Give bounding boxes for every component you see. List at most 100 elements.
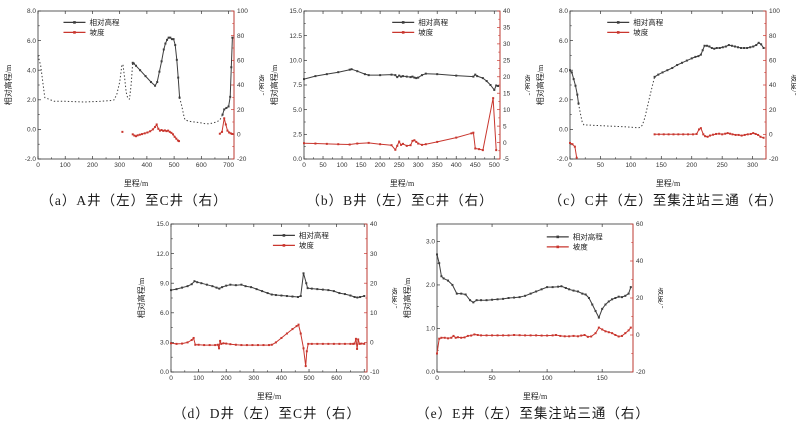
svg-text:150: 150 xyxy=(656,162,667,169)
svg-text:300: 300 xyxy=(248,375,259,382)
svg-text:4.0: 4.0 xyxy=(559,67,568,74)
svg-text:300: 300 xyxy=(413,162,424,169)
chart-e: 0 50 100 150 0.0 1.0 2.0 3.0 -20 0 20 40 60 里程/m 相对高程/… xyxy=(400,213,666,426)
svg-text:400: 400 xyxy=(451,162,462,169)
chart-row-bottom: 0 100 200 300 400 500 600 700 0.0 3.0 6.0 9.0 12.0 15… xyxy=(0,213,800,426)
svg-text:500: 500 xyxy=(304,375,315,382)
svg-text:0.0: 0.0 xyxy=(426,369,435,376)
svg-text:100: 100 xyxy=(337,162,348,169)
svg-text:100: 100 xyxy=(60,162,71,169)
svg-text:600: 600 xyxy=(331,375,342,382)
chart-a: 0 100 200 300 400 500 600 700 -2.0 0.0 2.0 4.0 6.0 8.… xyxy=(1,0,267,213)
svg-text:8.0: 8.0 xyxy=(559,8,568,15)
svg-text:相对高程/m: 相对高程/m xyxy=(137,277,146,318)
svg-text:相对高程: 相对高程 xyxy=(418,17,448,27)
svg-text:15: 15 xyxy=(503,90,511,97)
chart-b: 0 50 100 150 200 250 300 350 400 450 500 0.0 2.5 5.0 7… xyxy=(267,0,533,213)
svg-text:相对高程: 相对高程 xyxy=(299,230,329,240)
chart-d-canvas: 0 100 200 300 400 500 600 7000.03.06.09.012.015… xyxy=(137,221,397,401)
chart-d-caption: （d）D井（左）至C井（右） xyxy=(172,406,361,421)
svg-text:15.0: 15.0 xyxy=(289,8,302,15)
svg-text:0: 0 xyxy=(302,162,306,169)
svg-text:50: 50 xyxy=(488,375,496,382)
svg-text:相对高程: 相对高程 xyxy=(573,231,603,241)
svg-text:6.0: 6.0 xyxy=(27,38,36,45)
svg-text:80: 80 xyxy=(769,33,777,40)
svg-text:相对高程/m: 相对高程/m xyxy=(270,64,279,105)
svg-text:0: 0 xyxy=(636,332,640,339)
svg-text:坡度/°: 坡度/° xyxy=(258,74,264,95)
svg-text:2.0: 2.0 xyxy=(27,97,36,104)
svg-text:坡度: 坡度 xyxy=(633,27,648,37)
svg-text:10: 10 xyxy=(503,107,511,114)
svg-text:150: 150 xyxy=(597,375,608,382)
svg-text:坡度/°: 坡度/° xyxy=(391,287,397,308)
svg-text:0.0: 0.0 xyxy=(559,127,568,134)
svg-text:200: 200 xyxy=(375,162,386,169)
svg-text:100: 100 xyxy=(237,8,248,15)
svg-text:7.5: 7.5 xyxy=(293,82,302,89)
svg-text:450: 450 xyxy=(470,162,481,169)
svg-text:700: 700 xyxy=(223,162,234,169)
svg-text:250: 250 xyxy=(717,162,728,169)
svg-text:里程/m: 里程/m xyxy=(523,392,548,401)
svg-text:60: 60 xyxy=(769,58,777,65)
svg-text:-10: -10 xyxy=(370,369,380,376)
svg-text:0: 0 xyxy=(568,162,572,169)
svg-text:25: 25 xyxy=(503,58,511,65)
svg-text:-20: -20 xyxy=(237,156,247,163)
svg-text:60: 60 xyxy=(636,221,644,228)
svg-text:20: 20 xyxy=(237,107,245,114)
svg-text:坡度: 坡度 xyxy=(573,241,588,251)
svg-text:40: 40 xyxy=(370,221,378,228)
svg-text:-20: -20 xyxy=(769,156,779,163)
svg-text:-2.0: -2.0 xyxy=(557,156,569,163)
chart-b-caption: （b）B井（左）至C井（右） xyxy=(306,193,494,208)
chart-b-canvas: 0 50 100 150 200 250 300 350 400 450 5000.02.55.07… xyxy=(270,8,530,188)
chart-c: 0 50 100 150 200 250 300 -2.0 0.0 2.0 4.0 6.0 8.0 -20… xyxy=(533,0,799,213)
svg-text:0: 0 xyxy=(769,132,773,139)
svg-text:3.0: 3.0 xyxy=(160,340,169,347)
chart-c-caption: （c）C井（左）至集注站三通（右） xyxy=(548,193,784,208)
svg-text:20: 20 xyxy=(370,280,378,287)
svg-text:15.0: 15.0 xyxy=(156,221,169,228)
svg-text:60: 60 xyxy=(237,58,245,65)
svg-text:40: 40 xyxy=(769,82,777,89)
svg-text:0: 0 xyxy=(237,132,241,139)
svg-text:12.0: 12.0 xyxy=(156,251,169,258)
svg-text:坡度: 坡度 xyxy=(299,240,314,250)
svg-text:250: 250 xyxy=(394,162,405,169)
svg-text:相对高程/m: 相对高程/m xyxy=(4,64,13,105)
svg-text:50: 50 xyxy=(319,162,327,169)
svg-text:30: 30 xyxy=(370,251,378,258)
svg-text:5.0: 5.0 xyxy=(293,107,302,114)
chart-e-canvas: 0 50 100 150 0.0 1.0 2.0 3.0 -20 0 20 40 60 里程/m 相对高程/… xyxy=(403,221,663,401)
svg-text:0: 0 xyxy=(370,340,374,347)
svg-text:20: 20 xyxy=(503,74,511,81)
chart-e-caption: （e）E井（左）至集注站三通（右） xyxy=(416,406,650,421)
svg-text:里程/m: 里程/m xyxy=(390,179,415,188)
svg-text:500: 500 xyxy=(489,162,500,169)
svg-text:350: 350 xyxy=(432,162,443,169)
svg-text:9.0: 9.0 xyxy=(160,280,169,287)
svg-text:2.0: 2.0 xyxy=(426,282,435,289)
svg-text:3.0: 3.0 xyxy=(426,239,435,246)
svg-text:30: 30 xyxy=(503,41,511,48)
svg-text:100: 100 xyxy=(542,375,553,382)
svg-text:200: 200 xyxy=(221,375,232,382)
svg-text:40: 40 xyxy=(237,82,245,89)
svg-text:5: 5 xyxy=(503,123,507,130)
svg-text:0.0: 0.0 xyxy=(160,369,169,376)
svg-text:-5: -5 xyxy=(503,156,509,163)
svg-text:0.0: 0.0 xyxy=(293,156,302,163)
chart-d: 0 100 200 300 400 500 600 700 0.0 3.0 6.0 9.0 12.0 15… xyxy=(134,213,400,426)
svg-text:300: 300 xyxy=(114,162,125,169)
chart-a-canvas: 0 100 200 300 400 500 600 700-2.00.02.04.06.08.… xyxy=(4,8,264,188)
chart-c-canvas: 0 50 100 150 200 250 300-2.00.02.04.06.08.0-20… xyxy=(536,8,796,188)
svg-text:-20: -20 xyxy=(636,369,646,376)
svg-text:10.0: 10.0 xyxy=(289,58,302,65)
svg-text:相对高程: 相对高程 xyxy=(89,17,119,27)
svg-text:200: 200 xyxy=(87,162,98,169)
svg-text:坡度/°: 坡度/° xyxy=(657,287,663,308)
svg-text:20: 20 xyxy=(769,107,777,114)
